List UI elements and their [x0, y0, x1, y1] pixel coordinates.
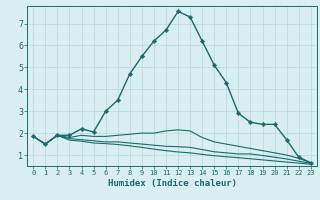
X-axis label: Humidex (Indice chaleur): Humidex (Indice chaleur): [108, 179, 236, 188]
